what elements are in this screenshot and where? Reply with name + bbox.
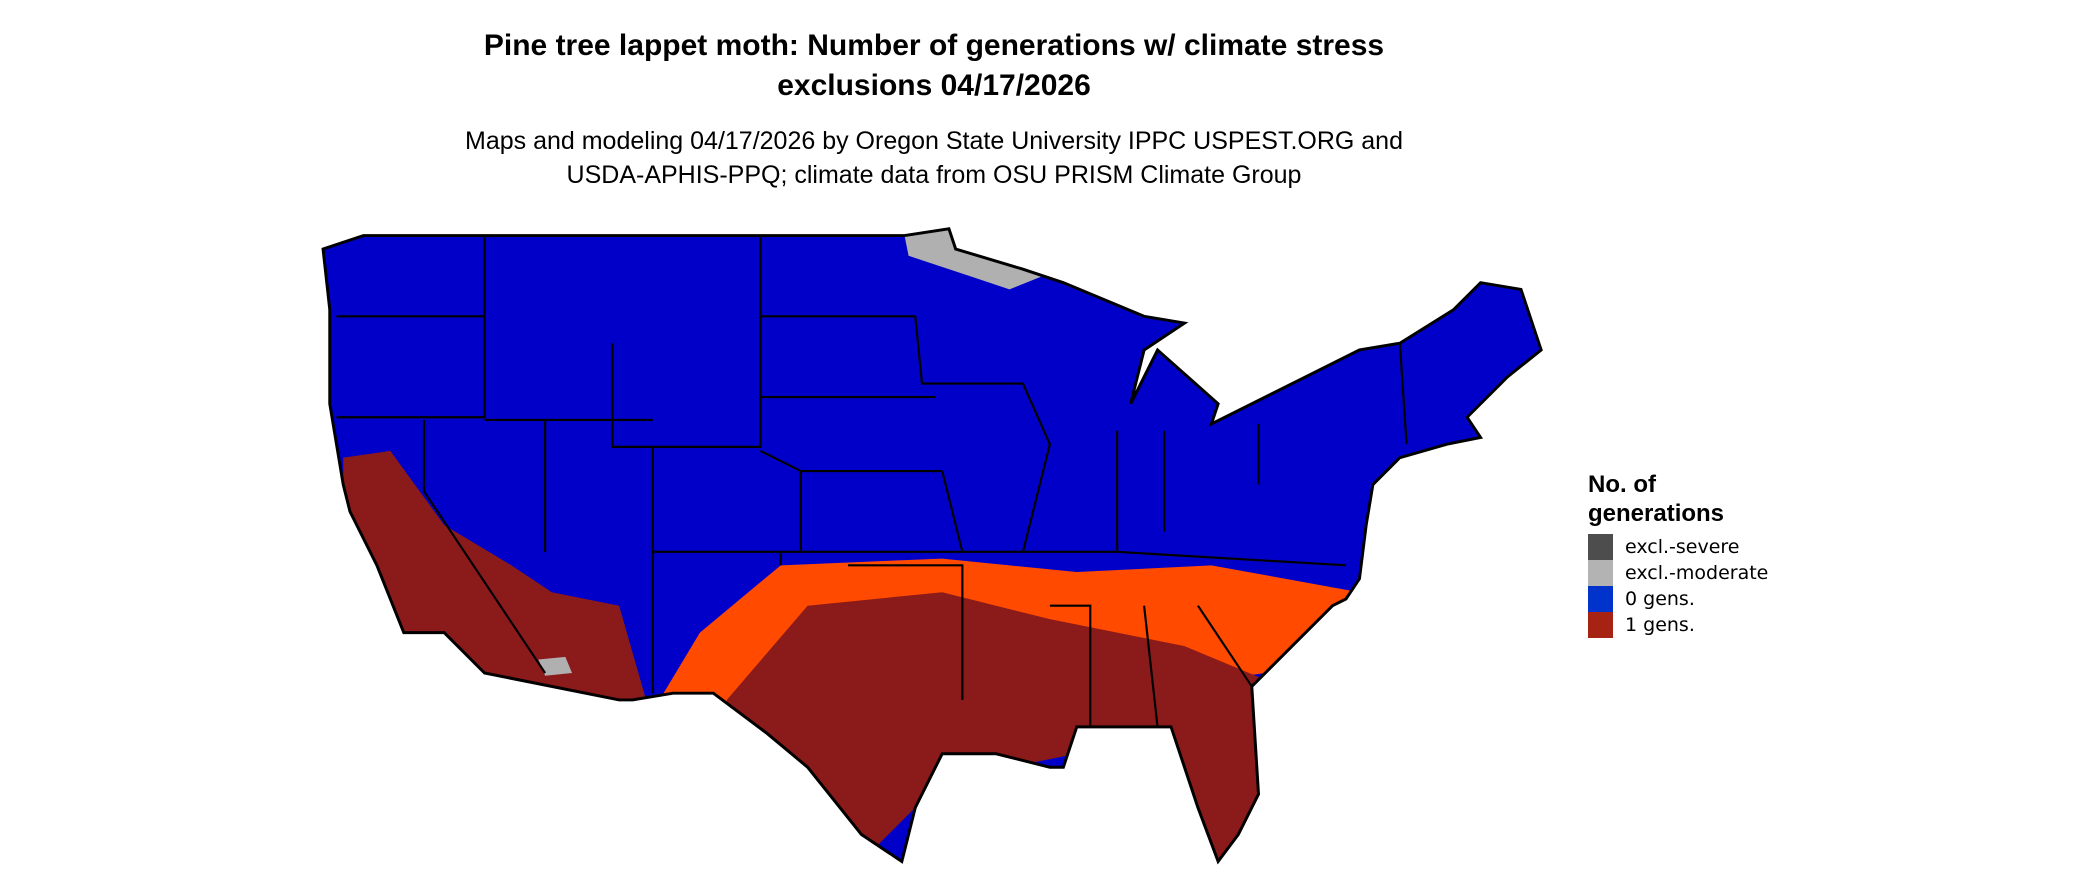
title-line-1: Pine tree lappet moth: Number of generat…	[483, 29, 1385, 62]
legend-swatch	[1588, 586, 1613, 612]
legend-title: No. of generations	[1588, 470, 1768, 528]
legend-swatch	[1588, 560, 1613, 586]
legend-item-1-gens: 1 gens.	[1588, 612, 1768, 638]
map-title: Pine tree lappet moth: Number of generat…	[434, 26, 1434, 106]
subtitle-line-1: Maps and modeling 04/17/2026 by Oregon S…	[465, 127, 1403, 155]
legend-label: excl.-severe	[1625, 536, 1740, 558]
excl-moderate-az-area	[538, 656, 573, 676]
legend-item-0-gens: 0 gens.	[1588, 586, 1768, 612]
excl-moderate-area	[904, 228, 1044, 290]
legend-label: excl.-moderate	[1625, 562, 1769, 584]
legend-label: 1 gens.	[1625, 614, 1695, 636]
legend-title-line-2: generations	[1588, 500, 1725, 527]
subtitle-line-2: USDA-APHIS-PPQ; climate data from OSU PR…	[566, 161, 1302, 189]
map-subtitle: Maps and modeling 04/17/2026 by Oregon S…	[384, 124, 1484, 192]
legend-swatch	[1588, 534, 1613, 560]
title-line-2: exclusions 04/17/2026	[777, 69, 1091, 102]
legend-item-excl-severe: excl.-severe	[1588, 534, 1768, 560]
legend-label: 0 gens.	[1625, 588, 1695, 610]
legend-swatch	[1588, 612, 1613, 638]
legend-item-excl-moderate: excl.-moderate	[1588, 560, 1768, 586]
legend: No. of generations excl.-severe excl.-mo…	[1588, 470, 1768, 638]
legend-title-line-1: No. of	[1588, 471, 1656, 498]
state-borders	[336, 235, 1408, 727]
